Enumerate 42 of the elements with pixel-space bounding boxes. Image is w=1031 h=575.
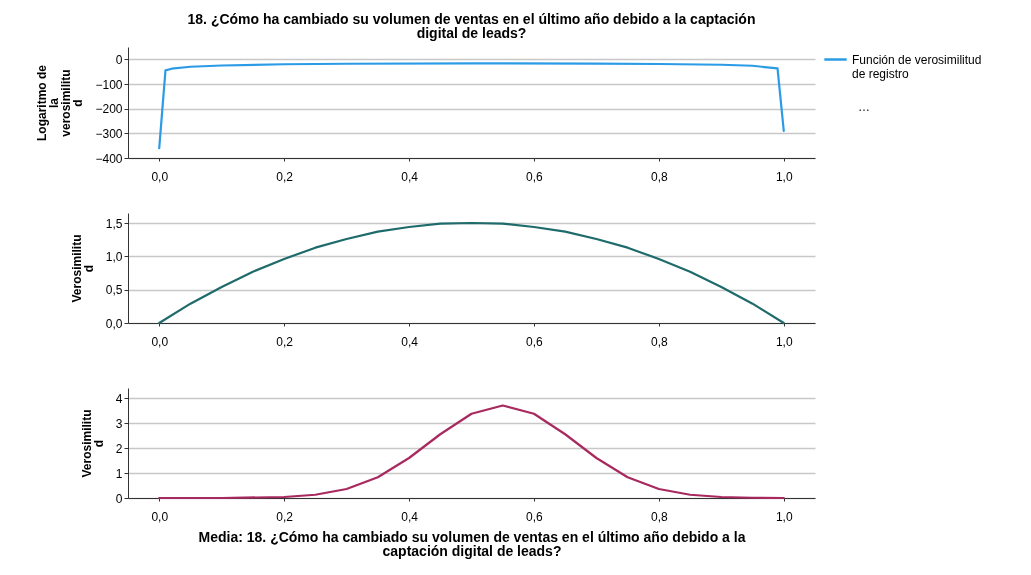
x-tick-label: 0,6	[526, 334, 544, 349]
x-axis-title: Media: 18. ¿Cómo ha cambiado su volumen de ventas en el último año debido a la captación digital de leads?	[198, 528, 746, 559]
legend-label: Función de verosimilitud de registro	[852, 52, 982, 81]
y-tick-label: 1,5	[105, 216, 123, 231]
x-tick-label: 0,8	[651, 169, 669, 184]
y-tick-label: 3	[115, 416, 123, 431]
y-tick-label: −200	[95, 102, 123, 117]
y-axis-title: Verosimilitud	[69, 234, 96, 303]
x-tick-label: 0,4	[401, 334, 419, 349]
x-tick-label: 0,6	[526, 169, 544, 184]
text: …	[858, 100, 870, 114]
x-tick-label: 0,2	[276, 509, 294, 524]
x-tick-label: 0,0	[151, 169, 169, 184]
y-axis-title: Verosimilitud	[79, 409, 106, 478]
line-series	[158, 62, 785, 150]
x-tick-label: 1,0	[775, 169, 793, 184]
x-tick-label: 0,2	[276, 169, 294, 184]
y-tick-label: −100	[95, 77, 123, 92]
y-tick-label: 4	[115, 391, 123, 406]
x-tick-label: 1,0	[775, 334, 793, 349]
chart-title: 18. ¿Cómo ha cambiado su volumen de ventas en el último año debido a la captación digital de leads?	[187, 11, 756, 41]
x-tick-label: 0,4	[401, 169, 419, 184]
x-tick-label: 0,8	[651, 334, 669, 349]
y-tick-label: −300	[95, 126, 123, 141]
x-tick-label: 0,0	[151, 334, 169, 349]
y-tick-label: 0	[115, 52, 123, 67]
x-tick-label: 0,4	[401, 509, 419, 524]
x-tick-label: 1,0	[775, 509, 793, 524]
y-tick-label: 0	[115, 491, 123, 506]
y-tick-label: −400	[95, 151, 123, 166]
y-tick-label: 2	[115, 441, 123, 456]
line-series	[158, 221, 785, 325]
y-tick-label: 0,0	[105, 316, 123, 331]
x-tick-label: 0,0	[151, 509, 169, 524]
y-axis-title: Logaritmo de la verosimilitud	[35, 64, 86, 142]
x-tick-label: 0,2	[276, 334, 294, 349]
x-tick-label: 0,8	[651, 509, 669, 524]
y-tick-label: 1,0	[105, 249, 123, 264]
y-tick-label: 0,5	[105, 283, 123, 298]
line-series	[158, 404, 785, 500]
x-tick-label: 0,6	[526, 509, 544, 524]
y-tick-label: 1	[115, 466, 123, 481]
